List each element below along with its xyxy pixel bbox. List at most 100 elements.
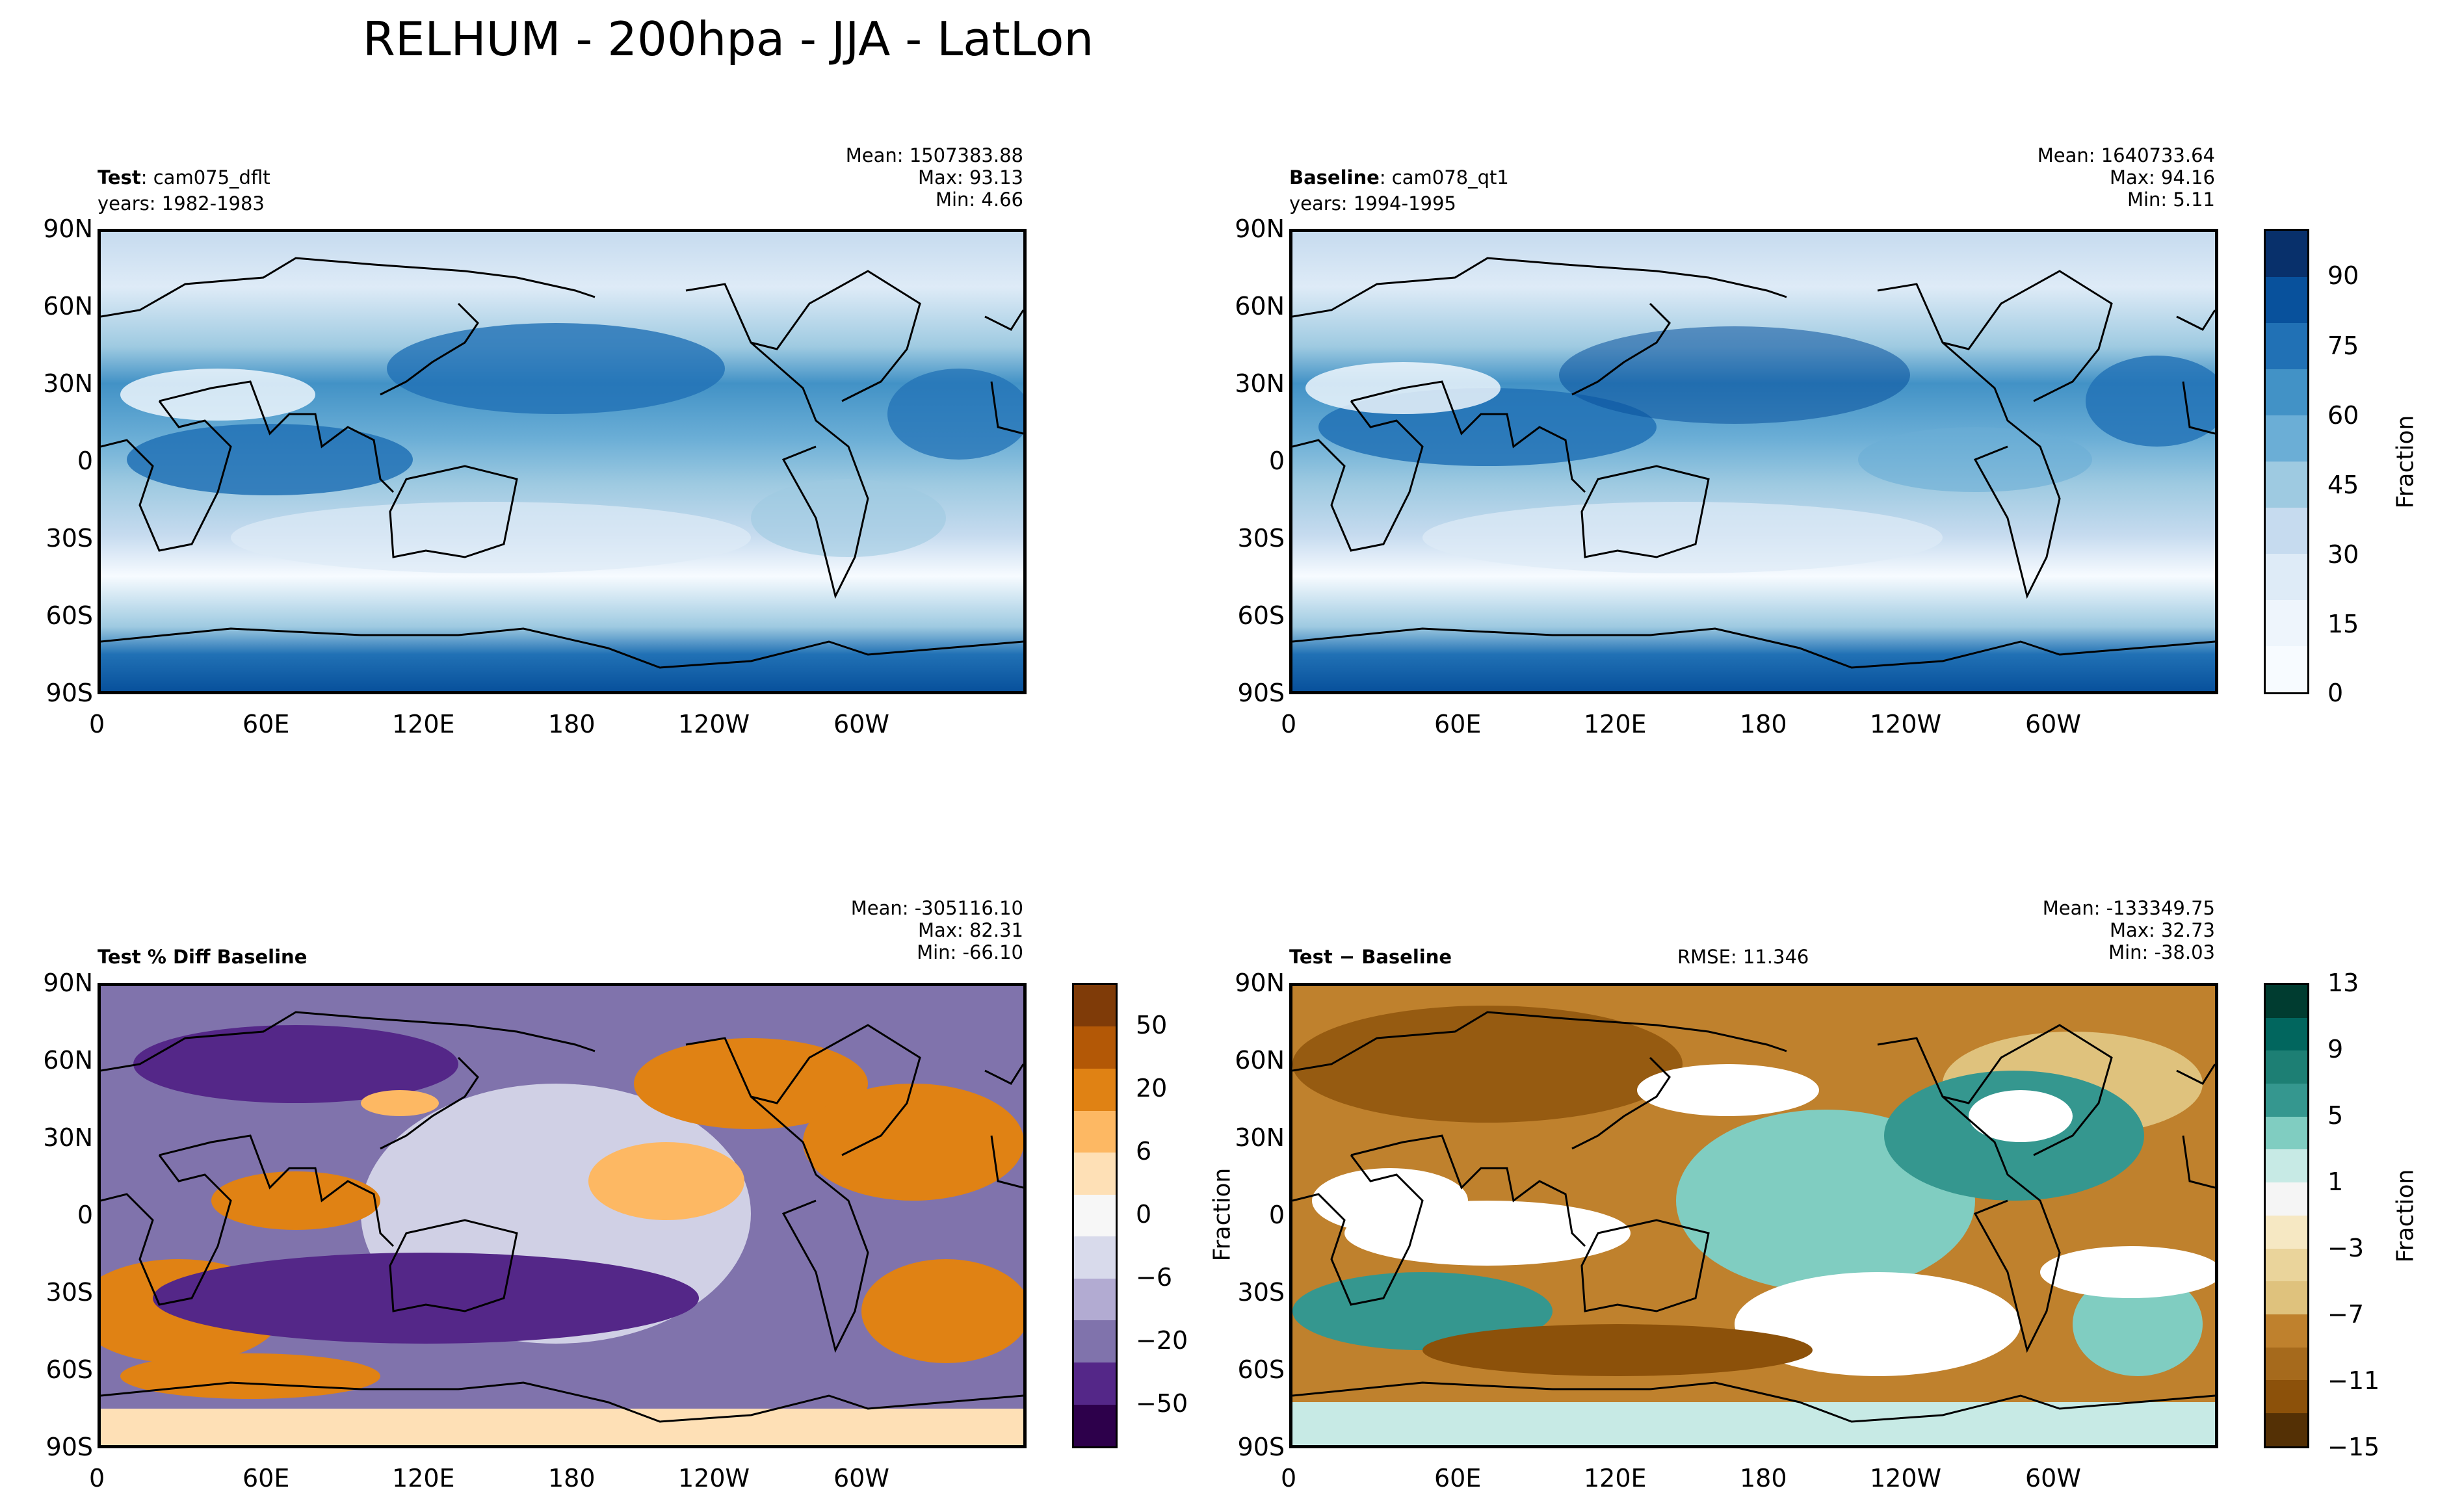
- main-cbar-label: Fraction: [2392, 415, 2419, 509]
- pctdiff-lat-tick-4: 30S: [46, 1278, 93, 1307]
- diff-cbar-tick-3: 1: [2327, 1167, 2344, 1196]
- pctdiff-lon-tick-1: 60E: [242, 1464, 290, 1492]
- baseline-lon-tick-1: 60E: [1434, 710, 1482, 738]
- diff-lon-tick-0: 0: [1281, 1464, 1297, 1492]
- pct-cbar-tick-4: −6: [1136, 1263, 1173, 1292]
- test-years: years: 1982-1983: [98, 192, 265, 215]
- pctdiff-map: [98, 983, 1027, 1448]
- test-min: Min: 4.66: [935, 189, 1023, 211]
- diff-rmse: RMSE: 11.346: [1677, 946, 1809, 968]
- pctdiff-min: Min: -66.10: [917, 941, 1023, 963]
- diff-max: Max: 32.73: [2110, 919, 2215, 941]
- figure-title: RELHUM - 200hpa - JJA - LatLon: [362, 12, 1094, 66]
- baseline-label: Baseline: cam078_qt1: [1289, 166, 1509, 189]
- test-label: Test: cam075_dflt: [98, 166, 270, 189]
- diff-map: [1289, 983, 2218, 1448]
- pct-cbar-tick-1: 20: [1136, 1074, 1168, 1102]
- pctdiff-lon-tick-4: 120W: [678, 1464, 750, 1492]
- pctdiff-lat-tick-1: 60N: [43, 1046, 93, 1075]
- pctdiff-lat-tick-2: 30N: [43, 1123, 93, 1152]
- baseline-lon-tick-2: 120E: [1584, 710, 1647, 738]
- test-lat-tick-4: 30S: [46, 524, 93, 553]
- test-lon-tick-0: 0: [89, 710, 105, 738]
- main-cbar-tick-3: 45: [2327, 471, 2359, 499]
- diff-lon-tick-4: 120W: [1870, 1464, 1942, 1492]
- test-lon-tick-5: 60W: [833, 710, 889, 738]
- diff-label: Test − Baseline: [1289, 946, 1452, 968]
- diff-lat-tick-2: 30N: [1235, 1123, 1285, 1152]
- main-cbar-tick-6: 0: [2327, 679, 2344, 707]
- baseline-lon-tick-0: 0: [1281, 710, 1297, 738]
- pctdiff-max: Max: 82.31: [918, 919, 1023, 941]
- pctdiff-lat-tick-5: 60S: [46, 1355, 93, 1384]
- test-label-case: : cam075_dflt: [140, 166, 270, 189]
- diff-colorbar: [2264, 983, 2309, 1448]
- test-lon-tick-2: 120E: [392, 710, 455, 738]
- pctdiff-map-field: [101, 986, 1023, 1445]
- baseline-max: Max: 94.16: [2110, 166, 2215, 189]
- baseline-lat-tick-4: 30S: [1237, 524, 1285, 553]
- test-lat-tick-6: 90S: [46, 679, 93, 707]
- baseline-lat-tick-3: 0: [1268, 447, 1285, 475]
- diff-lat-tick-5: 60S: [1237, 1355, 1285, 1384]
- diff-map-field: [1292, 986, 2215, 1445]
- test-lon-tick-1: 60E: [242, 710, 290, 738]
- test-label-bold: Test: [98, 166, 141, 189]
- diff-mean: Mean: -133349.75: [2042, 897, 2215, 919]
- test-lat-tick-0: 90N: [43, 215, 93, 243]
- diff-cbar-tick-7: −15: [2327, 1433, 2380, 1461]
- main-cbar-tick-5: 15: [2327, 610, 2359, 638]
- main-cbar-tick-1: 75: [2327, 332, 2359, 360]
- baseline-lat-tick-2: 30N: [1235, 369, 1285, 398]
- test-lat-tick-3: 0: [77, 447, 93, 475]
- test-lat-tick-5: 60S: [46, 601, 93, 630]
- test-coastlines: [101, 257, 1023, 669]
- pct-cbar-tick-5: −20: [1136, 1326, 1188, 1355]
- pct-cbar-tick-0: 50: [1136, 1011, 1168, 1039]
- main-cbar-tick-2: 60: [2327, 401, 2359, 430]
- main-cbar-tick-0: 90: [2327, 261, 2359, 290]
- test-lon-tick-4: 120W: [678, 710, 750, 738]
- baseline-lat-tick-5: 60S: [1237, 601, 1285, 630]
- baseline-label-bold: Baseline: [1289, 166, 1380, 189]
- baseline-lon-tick-3: 180: [1740, 710, 1787, 738]
- baseline-lat-tick-6: 90S: [1237, 679, 1285, 707]
- pctdiff-lon-tick-3: 180: [548, 1464, 596, 1492]
- baseline-lat-tick-1: 60N: [1235, 292, 1285, 320]
- main-colorbar: [2264, 229, 2309, 694]
- test-lon-tick-3: 180: [548, 710, 596, 738]
- pct-cbar-tick-2: 6: [1136, 1137, 1152, 1166]
- diff-lat-tick-1: 60N: [1235, 1046, 1285, 1075]
- pctdiff-coastlines: [101, 1011, 1023, 1423]
- pctdiff-lat-tick-3: 0: [77, 1201, 93, 1229]
- diff-lat-tick-4: 30S: [1237, 1278, 1285, 1307]
- diff-min: Min: -38.03: [2108, 941, 2215, 963]
- baseline-map: [1289, 229, 2218, 694]
- pctdiff-label: Test % Diff Baseline: [98, 946, 308, 968]
- diff-lon-tick-1: 60E: [1434, 1464, 1482, 1492]
- pct-cbar-tick-6: −50: [1136, 1389, 1188, 1418]
- diff-cbar-tick-5: −7: [2327, 1300, 2365, 1329]
- main-cbar-tick-4: 30: [2327, 540, 2359, 569]
- test-lat-tick-2: 30N: [43, 369, 93, 398]
- diff-cbar-label: Fraction: [2392, 1169, 2419, 1263]
- test-map: [98, 229, 1027, 694]
- diff-lat-tick-0: 90N: [1235, 969, 1285, 997]
- test-max: Max: 93.13: [918, 166, 1023, 189]
- diff-lon-tick-2: 120E: [1584, 1464, 1647, 1492]
- pctdiff-lon-tick-0: 0: [89, 1464, 105, 1492]
- diff-cbar-tick-4: −3: [2327, 1234, 2365, 1262]
- baseline-years: years: 1994-1995: [1289, 192, 1456, 215]
- baseline-lon-tick-5: 60W: [2025, 710, 2081, 738]
- baseline-lon-tick-4: 120W: [1870, 710, 1942, 738]
- diff-lat-tick-6: 90S: [1237, 1433, 1285, 1461]
- baseline-lat-tick-0: 90N: [1235, 215, 1285, 243]
- diff-lon-tick-3: 180: [1740, 1464, 1787, 1492]
- diff-lat-tick-3: 0: [1268, 1201, 1285, 1229]
- diff-coastlines: [1292, 1011, 2215, 1423]
- test-mean: Mean: 1507383.88: [845, 144, 1023, 166]
- pctdiff-mean: Mean: -305116.10: [850, 897, 1023, 919]
- pctdiff-lat-tick-6: 90S: [46, 1433, 93, 1461]
- pctdiff-lat-tick-0: 90N: [43, 969, 93, 997]
- diff-cbar-tick-0: 13: [2327, 969, 2359, 997]
